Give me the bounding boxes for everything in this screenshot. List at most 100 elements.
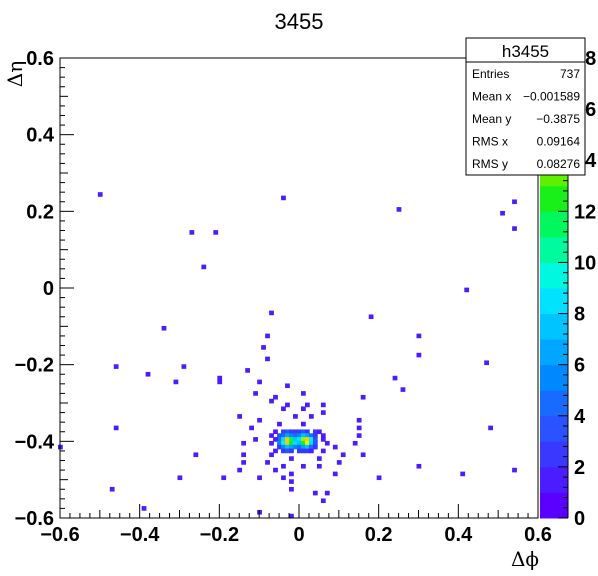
heatmap-bin — [308, 433, 314, 438]
heatmap-bin — [512, 467, 517, 473]
x-tick-label: −0.4 — [120, 524, 160, 546]
stats-row-label: Entries — [472, 67, 509, 81]
x-axis-label: Δϕ — [511, 547, 539, 571]
heatmap-bin — [281, 440, 286, 446]
y-tick-label: 0.6 — [26, 48, 54, 70]
heatmap-bin — [289, 448, 294, 454]
heatmap-bin — [281, 475, 286, 481]
heatmap-bin — [304, 444, 310, 450]
heatmap-bin — [253, 391, 258, 396]
heatmap-bin — [512, 199, 517, 205]
stats-row-value: 0.08276 — [537, 157, 581, 171]
heatmap-bin — [416, 352, 422, 358]
heatmap-bin — [297, 448, 302, 454]
heatmap-bin — [320, 402, 326, 408]
heatmap-bin — [304, 402, 310, 408]
y-tick-label: −0.4 — [15, 431, 55, 453]
heatmap-bin — [300, 463, 306, 469]
heatmap-bin — [265, 460, 270, 465]
heatmap-bin — [285, 444, 290, 450]
heatmap-bin — [281, 448, 286, 454]
palette-swatch — [540, 339, 568, 366]
heatmap-bin — [312, 433, 318, 438]
heatmap-bin — [273, 448, 278, 454]
heatmap-bin — [320, 433, 326, 438]
heatmap-bin — [269, 452, 274, 458]
heatmap-bin — [512, 226, 517, 231]
heatmap-bin — [297, 433, 302, 438]
heatmap-bin — [312, 444, 318, 450]
heatmap-bin — [277, 444, 282, 450]
stats-row-label: RMS x — [472, 135, 508, 149]
palette-swatch — [540, 236, 568, 263]
heatmap-bin — [300, 421, 306, 427]
stats-row-value: −0.3875 — [536, 112, 580, 126]
heatmap-bin — [297, 444, 302, 450]
heatmap-bin — [285, 437, 290, 442]
heatmap-bin — [217, 375, 223, 381]
x-tick-label: 0.6 — [524, 524, 552, 546]
heatmap-bin — [273, 437, 278, 442]
heatmap-bin — [289, 471, 294, 477]
heatmap-bin — [97, 192, 103, 197]
heatmap-bin — [352, 440, 358, 446]
heatmap-bin — [320, 448, 326, 454]
heatmap-bin — [332, 471, 338, 477]
stats-box-frame — [465, 37, 586, 176]
heatmap-bin — [241, 460, 247, 465]
heatmap-bin — [261, 345, 266, 350]
palette-tick-label: 0 — [574, 508, 585, 530]
heatmap-bin — [297, 440, 302, 446]
heatmap-bin — [308, 444, 314, 450]
heatmap-bin — [340, 452, 346, 458]
x-tick-label: −0.6 — [40, 524, 79, 546]
heatmap-bin — [141, 506, 147, 511]
heatmap-bin — [285, 402, 290, 408]
palette-swatch — [540, 185, 568, 212]
y-tick-label: 0.2 — [26, 201, 54, 223]
x-axis: −0.6 −0.4 −0.2 0 0.2 0.4 0.6 — [40, 504, 552, 546]
heatmap-bin — [308, 414, 314, 419]
palette-swatch — [540, 211, 568, 238]
heatmap-bin — [289, 456, 294, 461]
palette-tick-label: 2 — [574, 457, 585, 479]
stats-row-label: RMS y — [472, 157, 508, 171]
heatmap-bin — [356, 433, 362, 438]
heatmap-bin — [308, 440, 314, 446]
heatmap-bin — [241, 452, 247, 458]
heatmap-bin — [304, 448, 310, 454]
heatmap-bin — [269, 310, 274, 316]
heatmap-bin — [368, 314, 374, 320]
heatmap-bin — [285, 383, 290, 389]
heatmap-bin — [277, 437, 282, 442]
heatmap-bin — [320, 410, 326, 415]
heatmap-bin — [289, 444, 294, 450]
heatmap-bin — [312, 440, 318, 446]
heatmap-bin — [289, 513, 294, 519]
heatmap-bin — [289, 429, 294, 435]
heatmap-bin — [300, 440, 306, 446]
stats-rows: Entries 737 Mean x −0.001589 Mean y −0.3875 RM… — [472, 67, 580, 171]
heatmap-bin — [300, 406, 306, 412]
heatmap-bin — [356, 417, 362, 423]
heatmap-bin — [300, 444, 306, 450]
heatmap-bin — [324, 490, 330, 496]
heatmap-bin — [277, 421, 282, 427]
heatmap-bin — [396, 207, 402, 212]
heatmap-bin — [332, 444, 338, 450]
heatmap-bin — [312, 437, 318, 442]
heatmap-bin — [281, 437, 286, 442]
heatmap-bin — [304, 433, 310, 438]
heatmap-bin — [293, 444, 298, 450]
heatmap-bin — [285, 429, 290, 435]
heatmap-bin — [281, 195, 286, 201]
x-tick-label: −0.2 — [200, 524, 239, 546]
heatmap-bin — [376, 475, 382, 481]
heatmap-bin — [237, 414, 243, 419]
heatmap-bin — [300, 433, 306, 438]
heatmap-bin — [289, 437, 294, 442]
heatmap-bin — [281, 429, 286, 435]
heatmap-bin — [281, 406, 286, 412]
heatmap-bin — [293, 414, 298, 419]
